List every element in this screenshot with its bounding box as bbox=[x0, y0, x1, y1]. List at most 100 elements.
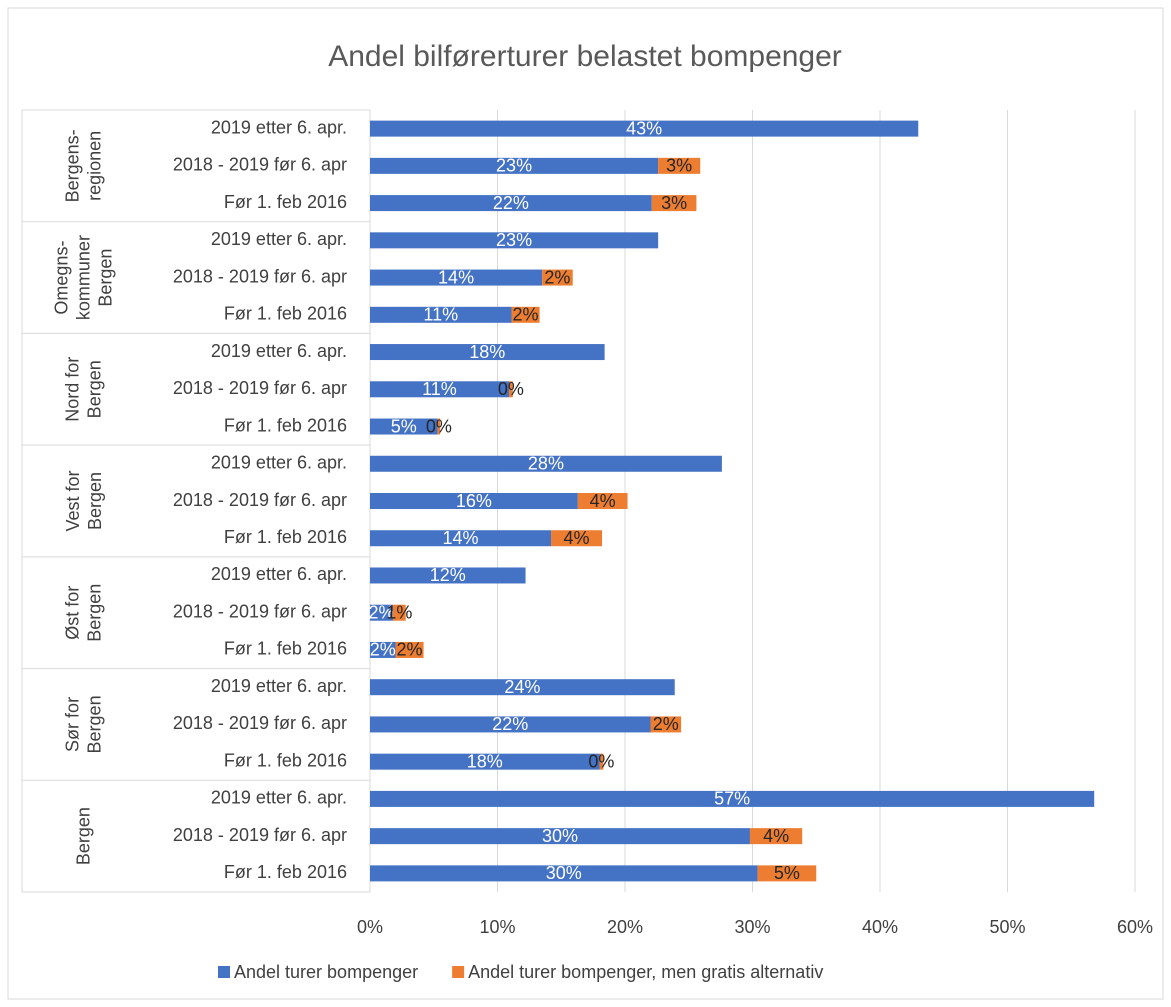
bar-segment bbox=[757, 865, 817, 882]
bar-segment bbox=[650, 716, 682, 733]
data-label: 14% bbox=[443, 528, 479, 548]
bar-segment bbox=[511, 306, 540, 323]
bar-segment bbox=[370, 157, 659, 174]
bar-segment bbox=[658, 157, 701, 174]
legend-swatch bbox=[452, 966, 465, 978]
data-label: 0% bbox=[588, 751, 614, 771]
bar-segment bbox=[599, 753, 604, 770]
data-label: 12% bbox=[430, 565, 466, 585]
data-label: 5% bbox=[774, 863, 800, 883]
bar-segment bbox=[651, 195, 697, 212]
bar-segment bbox=[542, 269, 573, 286]
bar-segment bbox=[395, 641, 424, 658]
y-tick-label: Før 1. feb 2016 bbox=[224, 639, 347, 659]
bar-segment bbox=[392, 604, 406, 621]
data-label: 16% bbox=[456, 491, 492, 511]
bar-segment bbox=[508, 381, 513, 398]
data-label: 2% bbox=[653, 714, 679, 734]
group-label: Øst for bbox=[63, 586, 83, 640]
bar-segment bbox=[370, 716, 651, 733]
bar-segment bbox=[370, 567, 526, 584]
y-tick-label: Før 1. feb 2016 bbox=[224, 862, 347, 882]
x-tick-label: 30% bbox=[734, 917, 770, 937]
bar-segment bbox=[370, 381, 509, 398]
chart-title: Andel bilførerturer belastet bompenger bbox=[328, 40, 842, 73]
bar-segment bbox=[370, 753, 600, 770]
data-label: 57% bbox=[714, 789, 750, 809]
y-tick-label: 2018 - 2019 før 6. apr bbox=[173, 155, 347, 175]
bar-segment bbox=[370, 865, 758, 882]
data-label: 11% bbox=[423, 305, 458, 325]
data-label: 30% bbox=[542, 826, 578, 846]
y-tick-label: 2019 etter 6. apr. bbox=[211, 564, 347, 584]
data-label: 0% bbox=[426, 416, 452, 436]
bar-segment bbox=[749, 828, 803, 845]
data-label: 30% bbox=[546, 863, 582, 883]
bar-segment bbox=[370, 418, 438, 435]
y-tick-label: 2018 - 2019 før 6. apr bbox=[173, 713, 347, 733]
y-tick-label: 2018 - 2019 før 6. apr bbox=[173, 601, 347, 621]
data-label: 23% bbox=[496, 230, 532, 250]
y-tick-label: 2019 etter 6. apr. bbox=[211, 229, 347, 249]
data-label: 22% bbox=[493, 193, 529, 213]
data-label: 2% bbox=[368, 602, 394, 622]
bar-segment bbox=[370, 790, 1095, 807]
data-label: 23% bbox=[496, 156, 532, 176]
group-label: Bergens- bbox=[63, 129, 83, 202]
bar-segment bbox=[370, 493, 578, 509]
group-label: Nord for bbox=[63, 357, 83, 422]
group-label: Omegns- bbox=[52, 241, 72, 315]
bar-segment bbox=[437, 418, 441, 435]
y-tick-label: 2019 etter 6. apr. bbox=[211, 453, 347, 473]
y-tick-label: 2019 etter 6. apr. bbox=[211, 341, 347, 361]
x-tick-label: 20% bbox=[607, 917, 643, 937]
group-label: Vest for bbox=[63, 470, 83, 531]
bar-segment bbox=[370, 828, 750, 845]
data-label: 24% bbox=[504, 677, 540, 697]
data-label: 18% bbox=[469, 342, 505, 362]
data-label: 4% bbox=[590, 491, 616, 511]
data-label: 2% bbox=[513, 305, 539, 325]
data-label: 11% bbox=[422, 379, 457, 399]
y-tick-label: Før 1. feb 2016 bbox=[224, 192, 347, 212]
group-label: kommuner bbox=[74, 235, 94, 320]
y-tick-label: 2018 - 2019 før 6. apr bbox=[173, 490, 347, 510]
x-tick-label: 50% bbox=[989, 917, 1025, 937]
data-label: 4% bbox=[763, 826, 789, 846]
bar-segment bbox=[370, 269, 543, 286]
group-label: Sør for bbox=[63, 697, 83, 752]
group-label: regionen bbox=[85, 131, 105, 201]
y-tick-label: Før 1. feb 2016 bbox=[224, 750, 347, 770]
data-label: 1% bbox=[386, 602, 412, 622]
y-tick-label: 2018 - 2019 før 6. apr bbox=[173, 825, 347, 845]
x-tick-label: 10% bbox=[479, 917, 515, 937]
group-label: Bergen bbox=[74, 807, 94, 865]
group-label: Bergen bbox=[85, 695, 105, 753]
group-label: Bergen bbox=[85, 584, 105, 642]
x-tick-label: 40% bbox=[862, 917, 898, 937]
y-tick-label: Før 1. feb 2016 bbox=[224, 415, 347, 435]
bar-segment bbox=[370, 530, 552, 547]
bar-segment bbox=[370, 455, 722, 472]
y-tick-label: 2019 etter 6. apr. bbox=[211, 788, 347, 808]
bar-segment bbox=[577, 493, 628, 509]
bar-segment bbox=[370, 344, 605, 361]
x-tick-label: 0% bbox=[357, 917, 383, 937]
y-tick-label: 2018 - 2019 før 6. apr bbox=[173, 266, 347, 286]
group-label: Bergen bbox=[85, 360, 105, 418]
data-label: 28% bbox=[528, 454, 564, 474]
data-label: 18% bbox=[467, 751, 503, 771]
data-label: 3% bbox=[661, 193, 687, 213]
data-label: 3% bbox=[666, 156, 692, 176]
data-label: 2% bbox=[397, 640, 423, 660]
legend-label: Andel turer bompenger bbox=[234, 962, 418, 982]
legend-swatch bbox=[218, 966, 230, 978]
data-label: 4% bbox=[564, 528, 590, 548]
data-label: 14% bbox=[438, 267, 474, 287]
data-label: 22% bbox=[492, 714, 528, 734]
legend-label: Andel turer bompenger, men gratis altern… bbox=[468, 962, 823, 982]
bar-segment bbox=[551, 530, 603, 547]
y-tick-label: 2019 etter 6. apr. bbox=[211, 117, 347, 137]
bar-segment bbox=[370, 195, 652, 212]
